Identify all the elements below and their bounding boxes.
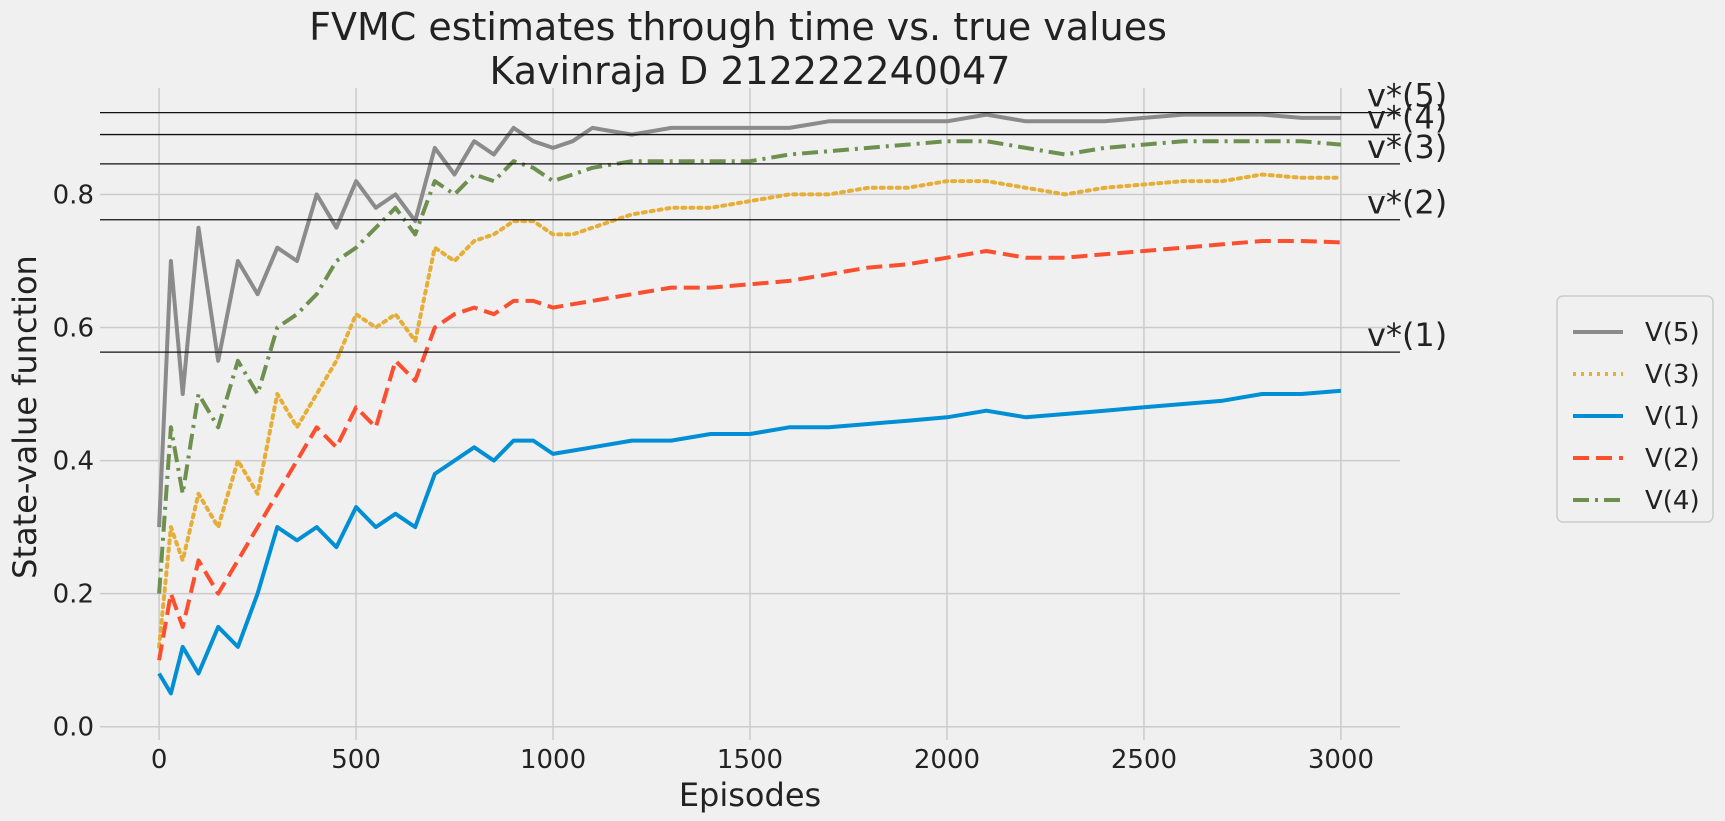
series-line-5 bbox=[157, 139, 1342, 594]
reference-line-label: v*(5) bbox=[1367, 77, 1447, 115]
x-tick-label: 1000 bbox=[520, 745, 586, 775]
grid bbox=[100, 88, 1400, 740]
legend-label: V(3) bbox=[1645, 360, 1700, 390]
reference-line-label: v*(1) bbox=[1367, 316, 1447, 354]
x-tick-label: 3000 bbox=[1308, 745, 1374, 775]
series-line-1 bbox=[157, 112, 1341, 528]
x-tick-label: 2500 bbox=[1111, 745, 1177, 775]
legend-label: V(5) bbox=[1645, 318, 1700, 348]
x-tick-label: 500 bbox=[331, 745, 381, 775]
y-tick-labels: 0.0 0.2 0.4 0.6 0.8 bbox=[53, 180, 94, 742]
legend-label: V(1) bbox=[1645, 402, 1700, 432]
x-tick-label: 2000 bbox=[914, 745, 980, 775]
reference-line-label: v*(3) bbox=[1367, 128, 1447, 166]
reference-line-label: v*(2) bbox=[1367, 184, 1447, 222]
chart-title: FVMC estimates through time vs. true val… bbox=[309, 5, 1167, 49]
legend-label: V(4) bbox=[1645, 486, 1700, 516]
y-axis-label: State-value function bbox=[6, 255, 44, 579]
series-line-3 bbox=[157, 388, 1342, 696]
series-line-4 bbox=[157, 239, 1341, 661]
y-tick-label: 0.4 bbox=[53, 447, 94, 477]
reference-lines: v*(5)v*(4)v*(3) v*(2) v*(1) bbox=[100, 77, 1447, 354]
y-tick-label: 0.0 bbox=[53, 713, 94, 743]
series-line-2 bbox=[157, 172, 1343, 649]
y-tick-label: 0.8 bbox=[53, 180, 94, 210]
series-lines bbox=[157, 112, 1343, 696]
reference-line-label: v*(4) bbox=[1367, 99, 1447, 137]
chart-subtitle: Kavinraja D 212222240047 bbox=[490, 49, 1011, 93]
x-tick-label: 0 bbox=[151, 745, 168, 775]
legend-box bbox=[1556, 295, 1714, 523]
x-axis-label: Episodes bbox=[679, 776, 821, 814]
y-tick-label: 0.6 bbox=[53, 314, 94, 344]
legend-label: V(2) bbox=[1645, 444, 1700, 474]
y-tick-label: 0.2 bbox=[53, 580, 94, 610]
x-tick-labels: 0 500 1000 1500 2000 2500 3000 bbox=[151, 745, 1374, 775]
x-tick-label: 1500 bbox=[717, 745, 783, 775]
legend: V(5) V(3) V(1) V(2) V(4) bbox=[1556, 295, 1714, 523]
